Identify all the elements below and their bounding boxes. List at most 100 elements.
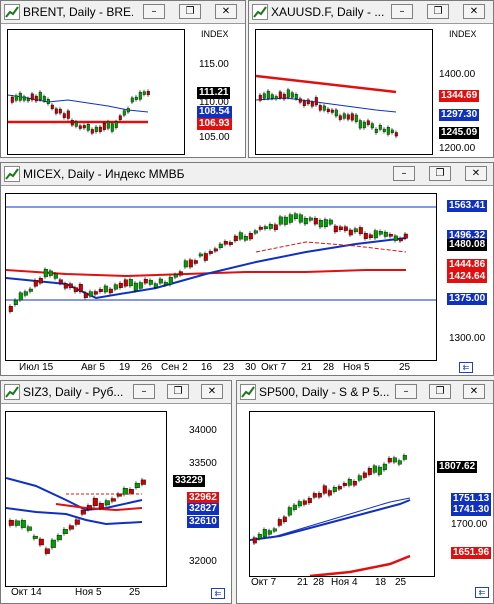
close-button[interactable]: ✕ [215, 4, 237, 19]
candle [398, 238, 403, 242]
restore-button[interactable]: ❐ [429, 384, 451, 399]
close-button[interactable]: ✕ [463, 384, 485, 399]
candle [66, 110, 70, 119]
candle [130, 97, 134, 103]
siz3-chart-window[interactable]: SIZ3, Daily - Руб... – ❐ ✕ 34000 33500 3… [0, 380, 232, 604]
ma-red-badge: 1651.96 [451, 547, 492, 559]
sp500-titlebar[interactable]: SP500, Daily - S & P 5... – ❐ ✕ [237, 381, 493, 404]
brent-chart-window[interactable]: BRENT, Daily - BRE... – ❐ ✕ INDEX 115.00… [0, 0, 246, 158]
candle [353, 228, 358, 233]
close-button[interactable]: ✕ [201, 384, 223, 399]
ma-red-badge: 1344.69 [439, 90, 480, 102]
candle [292, 504, 297, 510]
chart-icon [4, 4, 20, 20]
time-tick-label: Ноя 5 [75, 587, 102, 598]
last-price-badge: 1480.08 [447, 239, 488, 251]
minimize-button[interactable]: – [391, 4, 413, 19]
candle [368, 234, 373, 239]
siz3-plot-area[interactable] [5, 411, 167, 587]
candle [193, 260, 198, 264]
candle [128, 489, 134, 494]
candle [310, 102, 314, 107]
candle [128, 279, 133, 287]
candle [382, 128, 386, 132]
axis-tick-label: 1700.00 [451, 519, 488, 530]
candle [393, 235, 398, 241]
close-button[interactable]: ✕ [463, 4, 485, 19]
candle [122, 488, 128, 495]
candle [116, 493, 122, 497]
window-title: XAUUSD.F, Daily - ... [271, 5, 385, 19]
time-tick-label: 18 [375, 577, 387, 588]
micex-plot-area[interactable] [5, 193, 437, 361]
candle [374, 128, 378, 133]
candle [118, 115, 122, 120]
candle [386, 127, 390, 135]
candle [86, 505, 92, 510]
candle [397, 460, 402, 465]
candle [46, 99, 50, 104]
candle [378, 231, 383, 235]
time-tick-label: Окт 14 [11, 587, 42, 598]
sp500-chart-window[interactable]: SP500, Daily - S & P 5... – ❐ ✕ 1807.62 … [236, 380, 494, 604]
restore-button[interactable]: ❐ [429, 166, 451, 181]
siz3-titlebar[interactable]: SIZ3, Daily - Руб... – ❐ ✕ [1, 381, 231, 404]
sp500-price-chart [250, 453, 411, 576]
candle [347, 479, 352, 486]
time-tick-label: Ноя 4 [331, 577, 358, 588]
candle [134, 96, 138, 100]
sp500-plot-area[interactable] [249, 411, 435, 577]
micex-price-chart [6, 206, 436, 314]
ma-blue-badge: 1741.30 [451, 504, 492, 516]
candle [268, 224, 273, 229]
ma-blue-line-2 [6, 507, 143, 526]
candle [337, 486, 342, 490]
time-tick-label: 25 [129, 587, 141, 598]
candle [228, 242, 233, 246]
time-tick-label: 25 [395, 577, 407, 588]
candle [338, 115, 342, 120]
brent-titlebar[interactable]: BRENT, Daily - BRE... – ❐ ✕ [1, 1, 245, 24]
candle [233, 235, 238, 242]
brent-plot-area[interactable] [7, 29, 185, 155]
minimize-button[interactable]: – [393, 166, 415, 181]
micex-chart-window[interactable]: MICEX, Daily - Индекс ММВБ – ❐ ✕ 1563.41… [0, 162, 494, 376]
minimize-button[interactable]: – [143, 4, 165, 19]
candle [98, 126, 102, 132]
candle [302, 500, 307, 505]
restore-button[interactable]: ❐ [179, 4, 201, 19]
candle [333, 225, 338, 233]
minimize-button[interactable]: – [395, 384, 417, 399]
candle [94, 126, 98, 132]
candle [118, 282, 123, 288]
ma-red-badge: 32962 [187, 492, 219, 504]
xauusd-chart-window[interactable]: XAUUSD.F, Daily - ... – ❐ ✕ INDEX 1400.0… [248, 0, 494, 158]
candle [133, 282, 138, 291]
candle [263, 226, 268, 229]
scroll-end-button[interactable]: ⇇ [475, 587, 489, 598]
candle [198, 253, 203, 257]
candle [388, 234, 393, 237]
axis-tick-label: 34000 [189, 425, 217, 436]
candle [8, 519, 14, 526]
ma-red-badge: 106.93 [197, 118, 232, 130]
close-button[interactable]: ✕ [465, 166, 487, 181]
xauusd-titlebar[interactable]: XAUUSD.F, Daily - ... – ❐ ✕ [249, 1, 493, 24]
candle [173, 274, 178, 278]
micex-titlebar[interactable]: MICEX, Daily - Индекс ММВБ – ❐ ✕ [1, 163, 493, 186]
level-badge: 1563.41 [447, 200, 488, 212]
ma-blue-badge: 32827 [187, 503, 219, 515]
candle [113, 284, 118, 290]
candle [56, 535, 62, 541]
candle [110, 498, 116, 502]
minimize-button[interactable]: – [133, 384, 155, 399]
candle [140, 479, 146, 485]
candle [83, 292, 88, 298]
restore-button[interactable]: ❐ [167, 384, 189, 399]
candle [318, 220, 323, 228]
scroll-end-button[interactable]: ⇇ [459, 362, 473, 373]
restore-button[interactable]: ❐ [427, 4, 449, 19]
candle [143, 278, 148, 284]
scroll-end-button[interactable]: ⇇ [211, 588, 225, 599]
xauusd-plot-area[interactable] [255, 29, 433, 155]
